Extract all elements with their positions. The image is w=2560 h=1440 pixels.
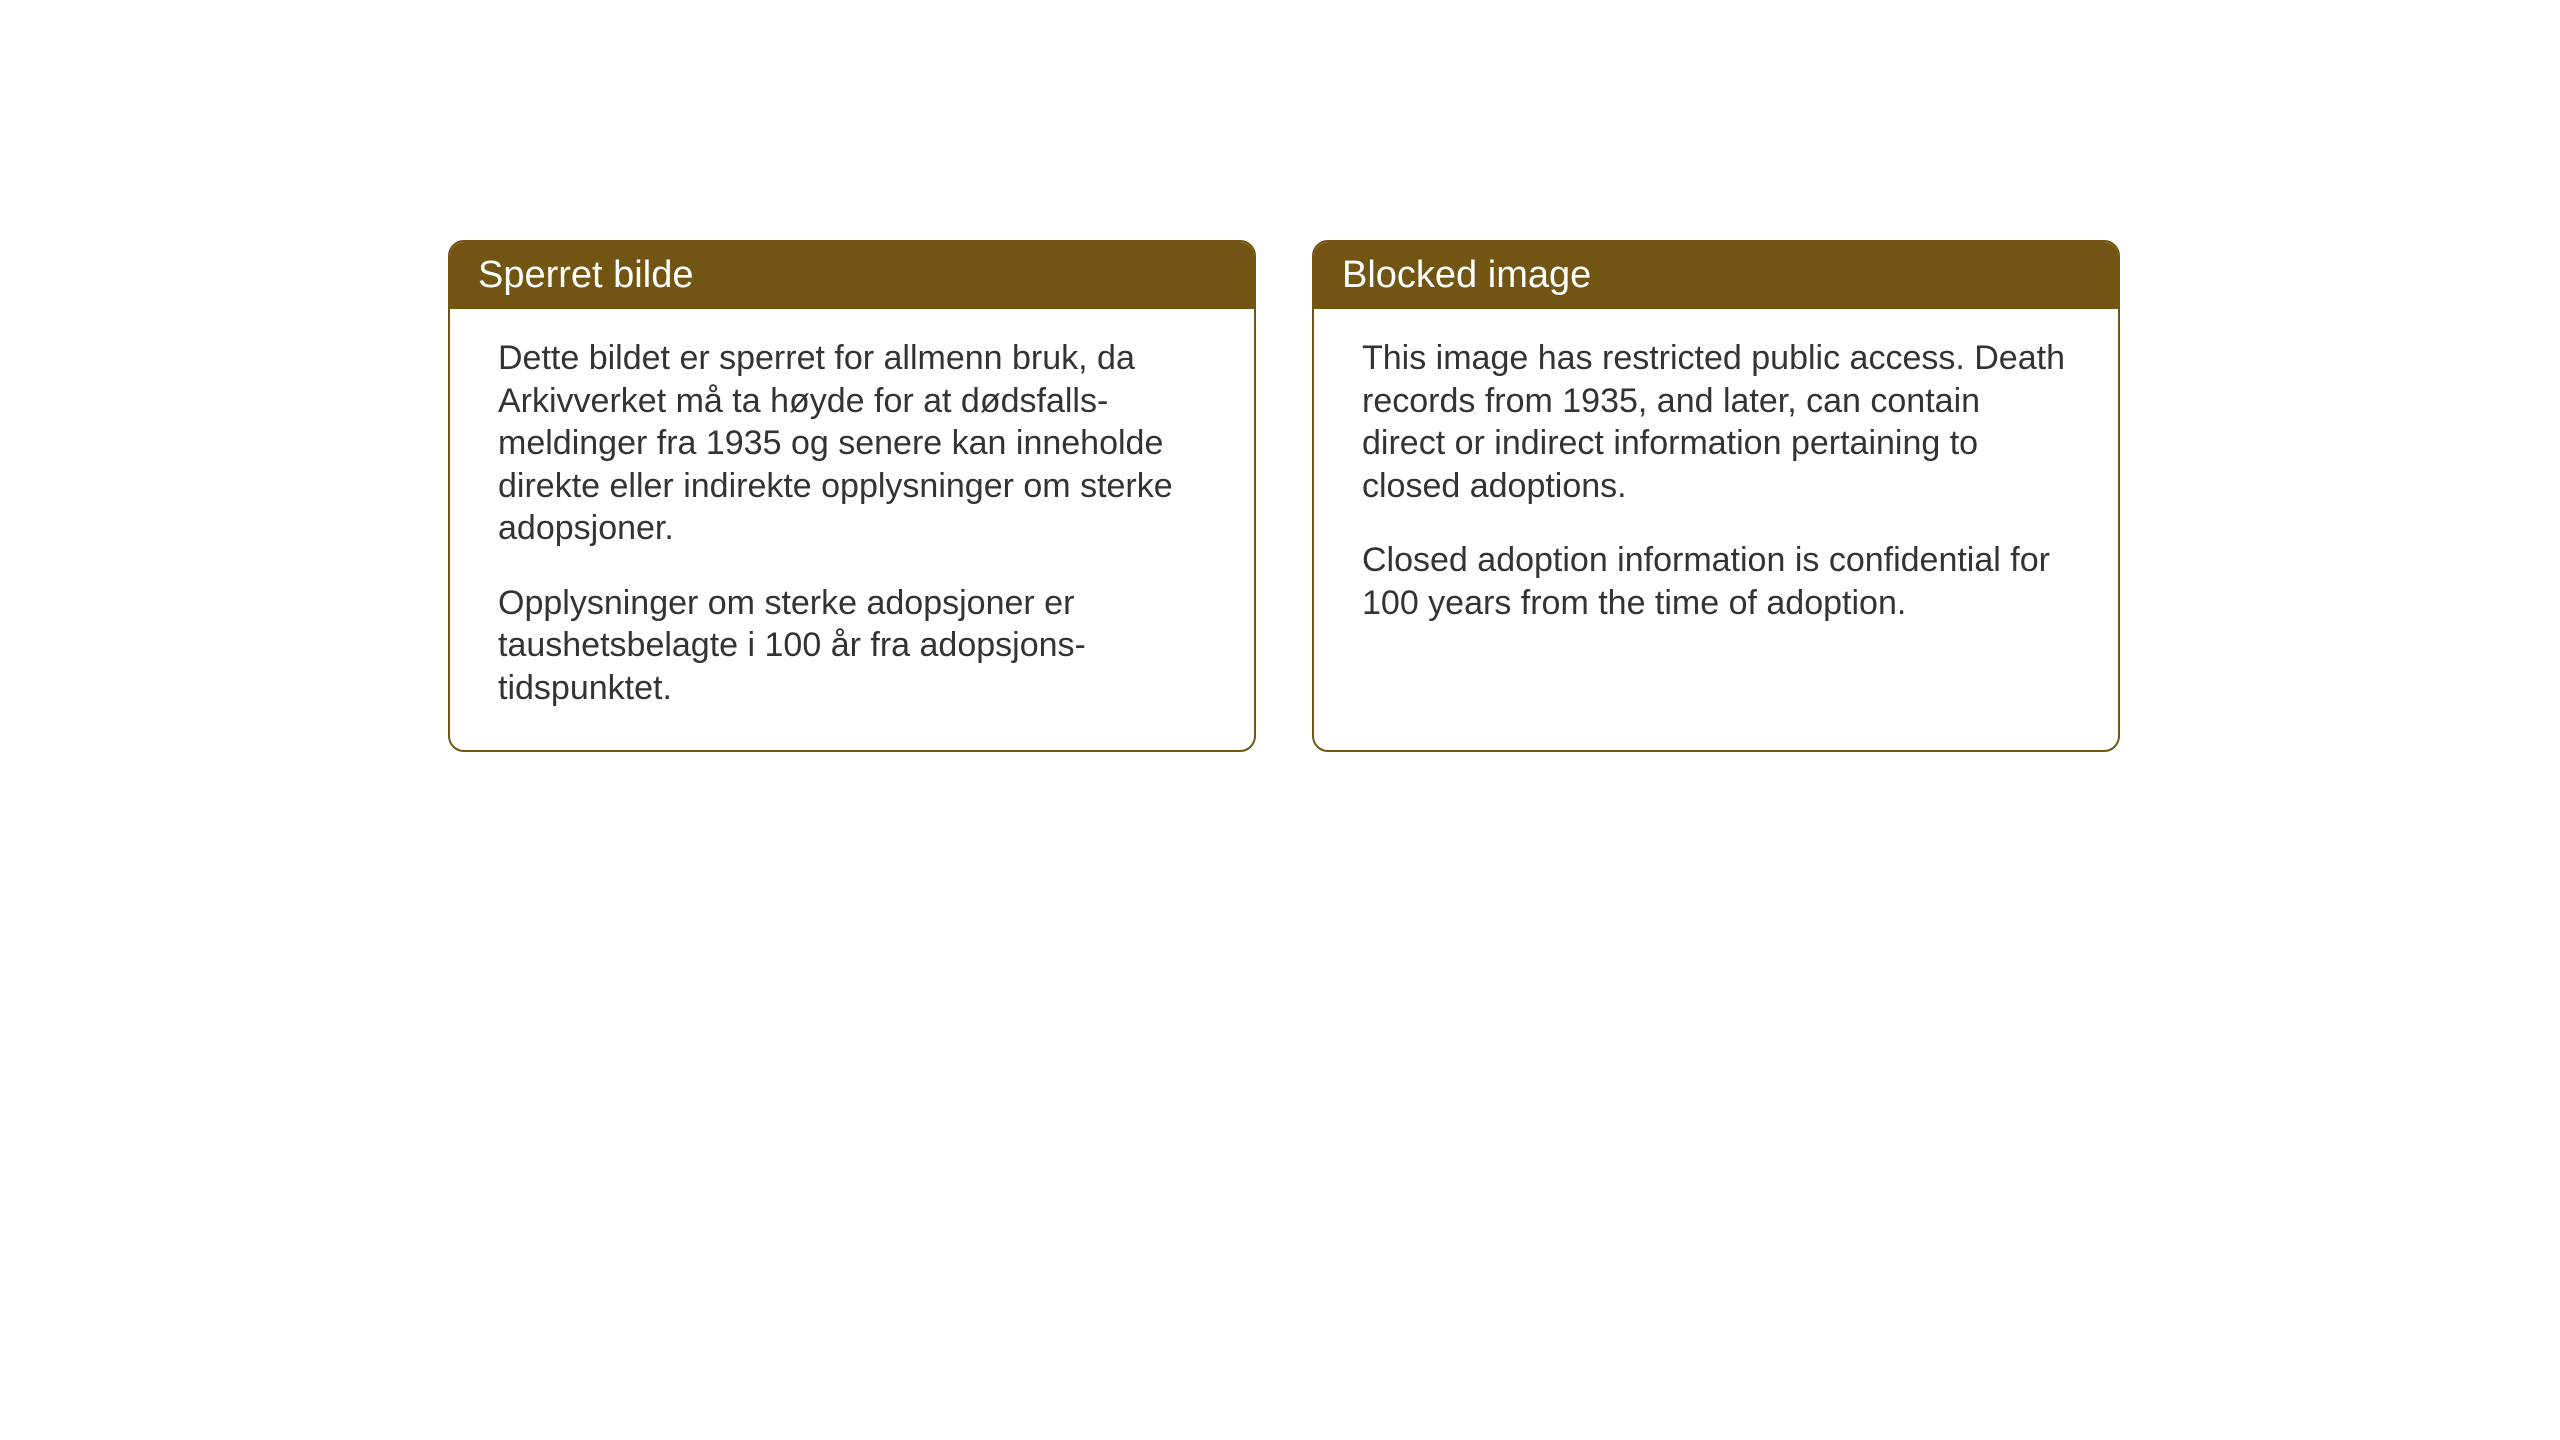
norwegian-card-header: Sperret bilde <box>450 242 1254 309</box>
norwegian-paragraph-1: Dette bildet er sperret for allmenn bruk… <box>498 337 1206 550</box>
english-title: Blocked image <box>1342 254 1591 296</box>
norwegian-card-body: Dette bildet er sperret for allmenn bruk… <box>450 309 1254 745</box>
english-card-header: Blocked image <box>1314 242 2118 309</box>
english-notice-card: Blocked image This image has restricted … <box>1312 240 2120 752</box>
english-paragraph-1: This image has restricted public access.… <box>1362 337 2070 507</box>
notice-container: Sperret bilde Dette bildet er sperret fo… <box>448 240 2120 752</box>
english-paragraph-2: Closed adoption information is confident… <box>1362 539 2070 624</box>
norwegian-notice-card: Sperret bilde Dette bildet er sperret fo… <box>448 240 1256 752</box>
norwegian-paragraph-2: Opplysninger om sterke adopsjoner er tau… <box>498 582 1206 710</box>
norwegian-title: Sperret bilde <box>478 254 693 296</box>
english-card-body: This image has restricted public access.… <box>1314 309 2118 660</box>
